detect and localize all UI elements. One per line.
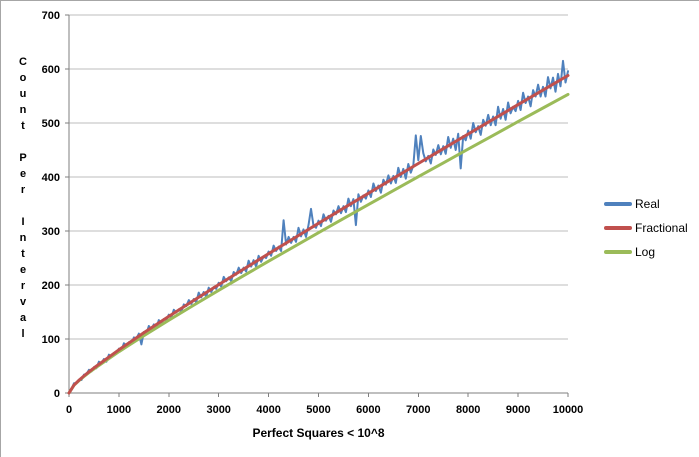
x-tick-label: 10000 — [553, 404, 584, 416]
x-tick-label: 6000 — [356, 404, 380, 416]
x-tick-label: 8000 — [456, 404, 480, 416]
y-tick-label: 200 — [42, 280, 60, 292]
legend-label-fractional: Fractional — [635, 221, 688, 235]
x-tick-labels: 0 1000 2000 3000 4000 5000 6000 7000 8000 9000 100… — [66, 404, 583, 416]
y-tick-label: 600 — [42, 64, 60, 76]
x-tick-label: 4000 — [256, 404, 280, 416]
x-tick-label: 7000 — [406, 404, 430, 416]
y-tick-label: 700 — [42, 10, 60, 22]
legend-swatch-fractional — [604, 226, 632, 230]
x-tick-label: 9000 — [506, 404, 530, 416]
y-tick-label: 0 — [54, 388, 60, 400]
series-line-fractional — [67, 74, 570, 395]
x-tick-label: 0 — [66, 404, 72, 416]
series-line-log — [67, 92, 570, 395]
x-tick-label: 5000 — [306, 404, 330, 416]
x-tick-label: 2000 — [157, 404, 181, 416]
y-tick-label: 300 — [42, 226, 60, 238]
legend: Real Fractional Log — [604, 192, 688, 264]
y-tick-labels: 0 100 200 300 400 500 600 700 — [42, 10, 60, 400]
x-axis-title: Perfect Squares < 10^8 — [252, 426, 385, 440]
legend-label-log: Log — [635, 245, 656, 259]
gridlines — [69, 14, 568, 340]
y-tick-label: 400 — [42, 172, 60, 184]
legend-swatch-log — [604, 250, 632, 254]
x-tick-label: 3000 — [206, 404, 230, 416]
y-tick-label: 100 — [42, 334, 60, 346]
legend-item-log: Log — [604, 240, 688, 264]
series-line-real — [68, 59, 569, 394]
x-tick-label: 1000 — [107, 404, 131, 416]
legend-item-real: Real — [604, 192, 688, 216]
legend-item-fractional: Fractional — [604, 216, 688, 240]
legend-label-real: Real — [635, 197, 660, 211]
y-tick-label: 500 — [42, 118, 60, 130]
legend-swatch-real — [604, 202, 632, 206]
series-lines — [67, 59, 570, 395]
axes — [65, 14, 569, 397]
